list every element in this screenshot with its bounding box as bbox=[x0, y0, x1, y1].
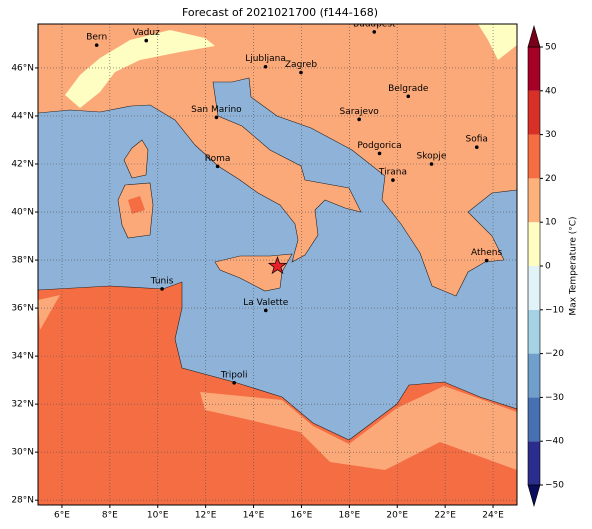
y-tick-label: 34°N bbox=[11, 352, 34, 362]
warm-patch bbox=[128, 196, 145, 214]
city-label: Vaduz bbox=[133, 28, 160, 38]
colorbar-band bbox=[528, 222, 540, 266]
city-label: Tripoli bbox=[220, 370, 248, 380]
colorbar-band bbox=[528, 397, 540, 442]
city-dot bbox=[160, 287, 164, 291]
city-dot bbox=[357, 117, 361, 122]
y-tick-label: 32°N bbox=[11, 400, 34, 410]
x-tick-label: 12°E bbox=[195, 511, 217, 521]
city-label: Roma bbox=[205, 154, 231, 164]
city-label: Podgorica bbox=[357, 141, 401, 151]
city-label: Zagreb bbox=[285, 60, 317, 70]
city-dot bbox=[232, 380, 236, 385]
city-label: Tunis bbox=[150, 276, 174, 286]
colorbar-tick-label: 20 bbox=[545, 174, 557, 184]
colorbar-tick-label: 0 bbox=[545, 262, 551, 272]
colorbar-band bbox=[528, 178, 540, 223]
city-dot bbox=[406, 94, 411, 99]
city-dot bbox=[94, 43, 99, 47]
city-dot bbox=[377, 151, 382, 156]
colorbar-label: Max Temperature (°C) bbox=[569, 216, 579, 315]
city-dot bbox=[484, 258, 489, 263]
x-tick-label: 20°E bbox=[386, 511, 408, 521]
colorbar-band bbox=[528, 134, 540, 179]
colorbar-tick-label: 10 bbox=[545, 218, 557, 228]
colorbar-tick-label: 30 bbox=[545, 130, 557, 140]
city-label: Belgrade bbox=[388, 84, 429, 94]
city-label: Athens bbox=[471, 248, 502, 258]
colorbar-over bbox=[527, 24, 541, 48]
x-tick-label: 18°E bbox=[339, 511, 361, 521]
city-label: Ljubljana bbox=[245, 54, 286, 64]
y-tick-label: 44°N bbox=[11, 111, 34, 121]
y-tick-label: 40°N bbox=[11, 208, 34, 218]
city-dot bbox=[372, 30, 377, 34]
colorbar: 50 40 30 20 10 0 −10 −20 −30 −40 −50 bbox=[527, 24, 564, 508]
location-marker bbox=[267, 256, 288, 275]
colorbar-tick-label: 50 bbox=[545, 43, 557, 53]
city-label: Bern bbox=[86, 33, 107, 43]
city-dot bbox=[299, 70, 303, 75]
city-dot bbox=[263, 64, 268, 69]
x-tick-label: 24°E bbox=[482, 511, 504, 521]
city-label: Budapest bbox=[353, 19, 396, 29]
x-tick-label: 14°E bbox=[243, 511, 265, 521]
y-tick-label: 42°N bbox=[11, 160, 34, 170]
colorbar-band bbox=[528, 90, 540, 135]
city-label: San Marino bbox=[191, 105, 242, 115]
axes: 6°E 8°E 10°E 12°E 14°E 16°E 18°E 20°E 22°E 24°E 28… bbox=[11, 63, 504, 520]
colorbar-band bbox=[528, 47, 540, 91]
colorbar-tick-label: 40 bbox=[545, 86, 557, 96]
colorbar-tick-label: −10 bbox=[545, 305, 564, 315]
city-label: Sofia bbox=[466, 135, 488, 145]
map-frame bbox=[37, 23, 518, 506]
y-tick-label: 46°N bbox=[11, 63, 34, 73]
y-tick-label: 30°N bbox=[11, 448, 34, 458]
colorbar-under bbox=[527, 484, 541, 508]
x-tick-label: 8°E bbox=[102, 511, 118, 521]
y-tick-label: 28°N bbox=[11, 496, 34, 506]
city-label: Skopje bbox=[417, 152, 447, 162]
y-tick-label: 36°N bbox=[11, 304, 34, 314]
city-dot bbox=[144, 38, 149, 43]
city-label: Sarajevo bbox=[340, 107, 380, 117]
city-dot bbox=[263, 308, 268, 313]
colorbar-band bbox=[528, 441, 540, 485]
colorbar-band bbox=[528, 266, 540, 310]
map-title: Forecast of 2021021700 (f144-168) bbox=[182, 6, 378, 19]
colorbar-band bbox=[528, 353, 540, 398]
colorbar-tick-label: −40 bbox=[545, 437, 564, 447]
colorbar-band bbox=[528, 309, 540, 354]
x-tick-label: 16°E bbox=[291, 511, 313, 521]
city-label: Tirana bbox=[378, 168, 407, 178]
city-dot bbox=[429, 162, 434, 166]
city-dot bbox=[215, 164, 220, 169]
colorbar-tick-label: −50 bbox=[545, 481, 564, 491]
grid bbox=[38, 24, 517, 505]
corsica bbox=[123, 139, 149, 179]
city-dot bbox=[391, 178, 395, 182]
city-dot bbox=[474, 145, 479, 149]
city-dot bbox=[214, 115, 219, 120]
colorbar-tick-label: −20 bbox=[545, 349, 564, 359]
x-tick-label: 22°E bbox=[434, 511, 456, 521]
y-tick-label: 38°N bbox=[11, 256, 34, 266]
x-tick-label: 10°E bbox=[147, 511, 169, 521]
city-label: La Valette bbox=[243, 298, 288, 308]
colorbar-tick-label: −30 bbox=[545, 393, 564, 403]
x-tick-label: 6°E bbox=[54, 511, 70, 521]
cold-area bbox=[65, 24, 517, 108]
